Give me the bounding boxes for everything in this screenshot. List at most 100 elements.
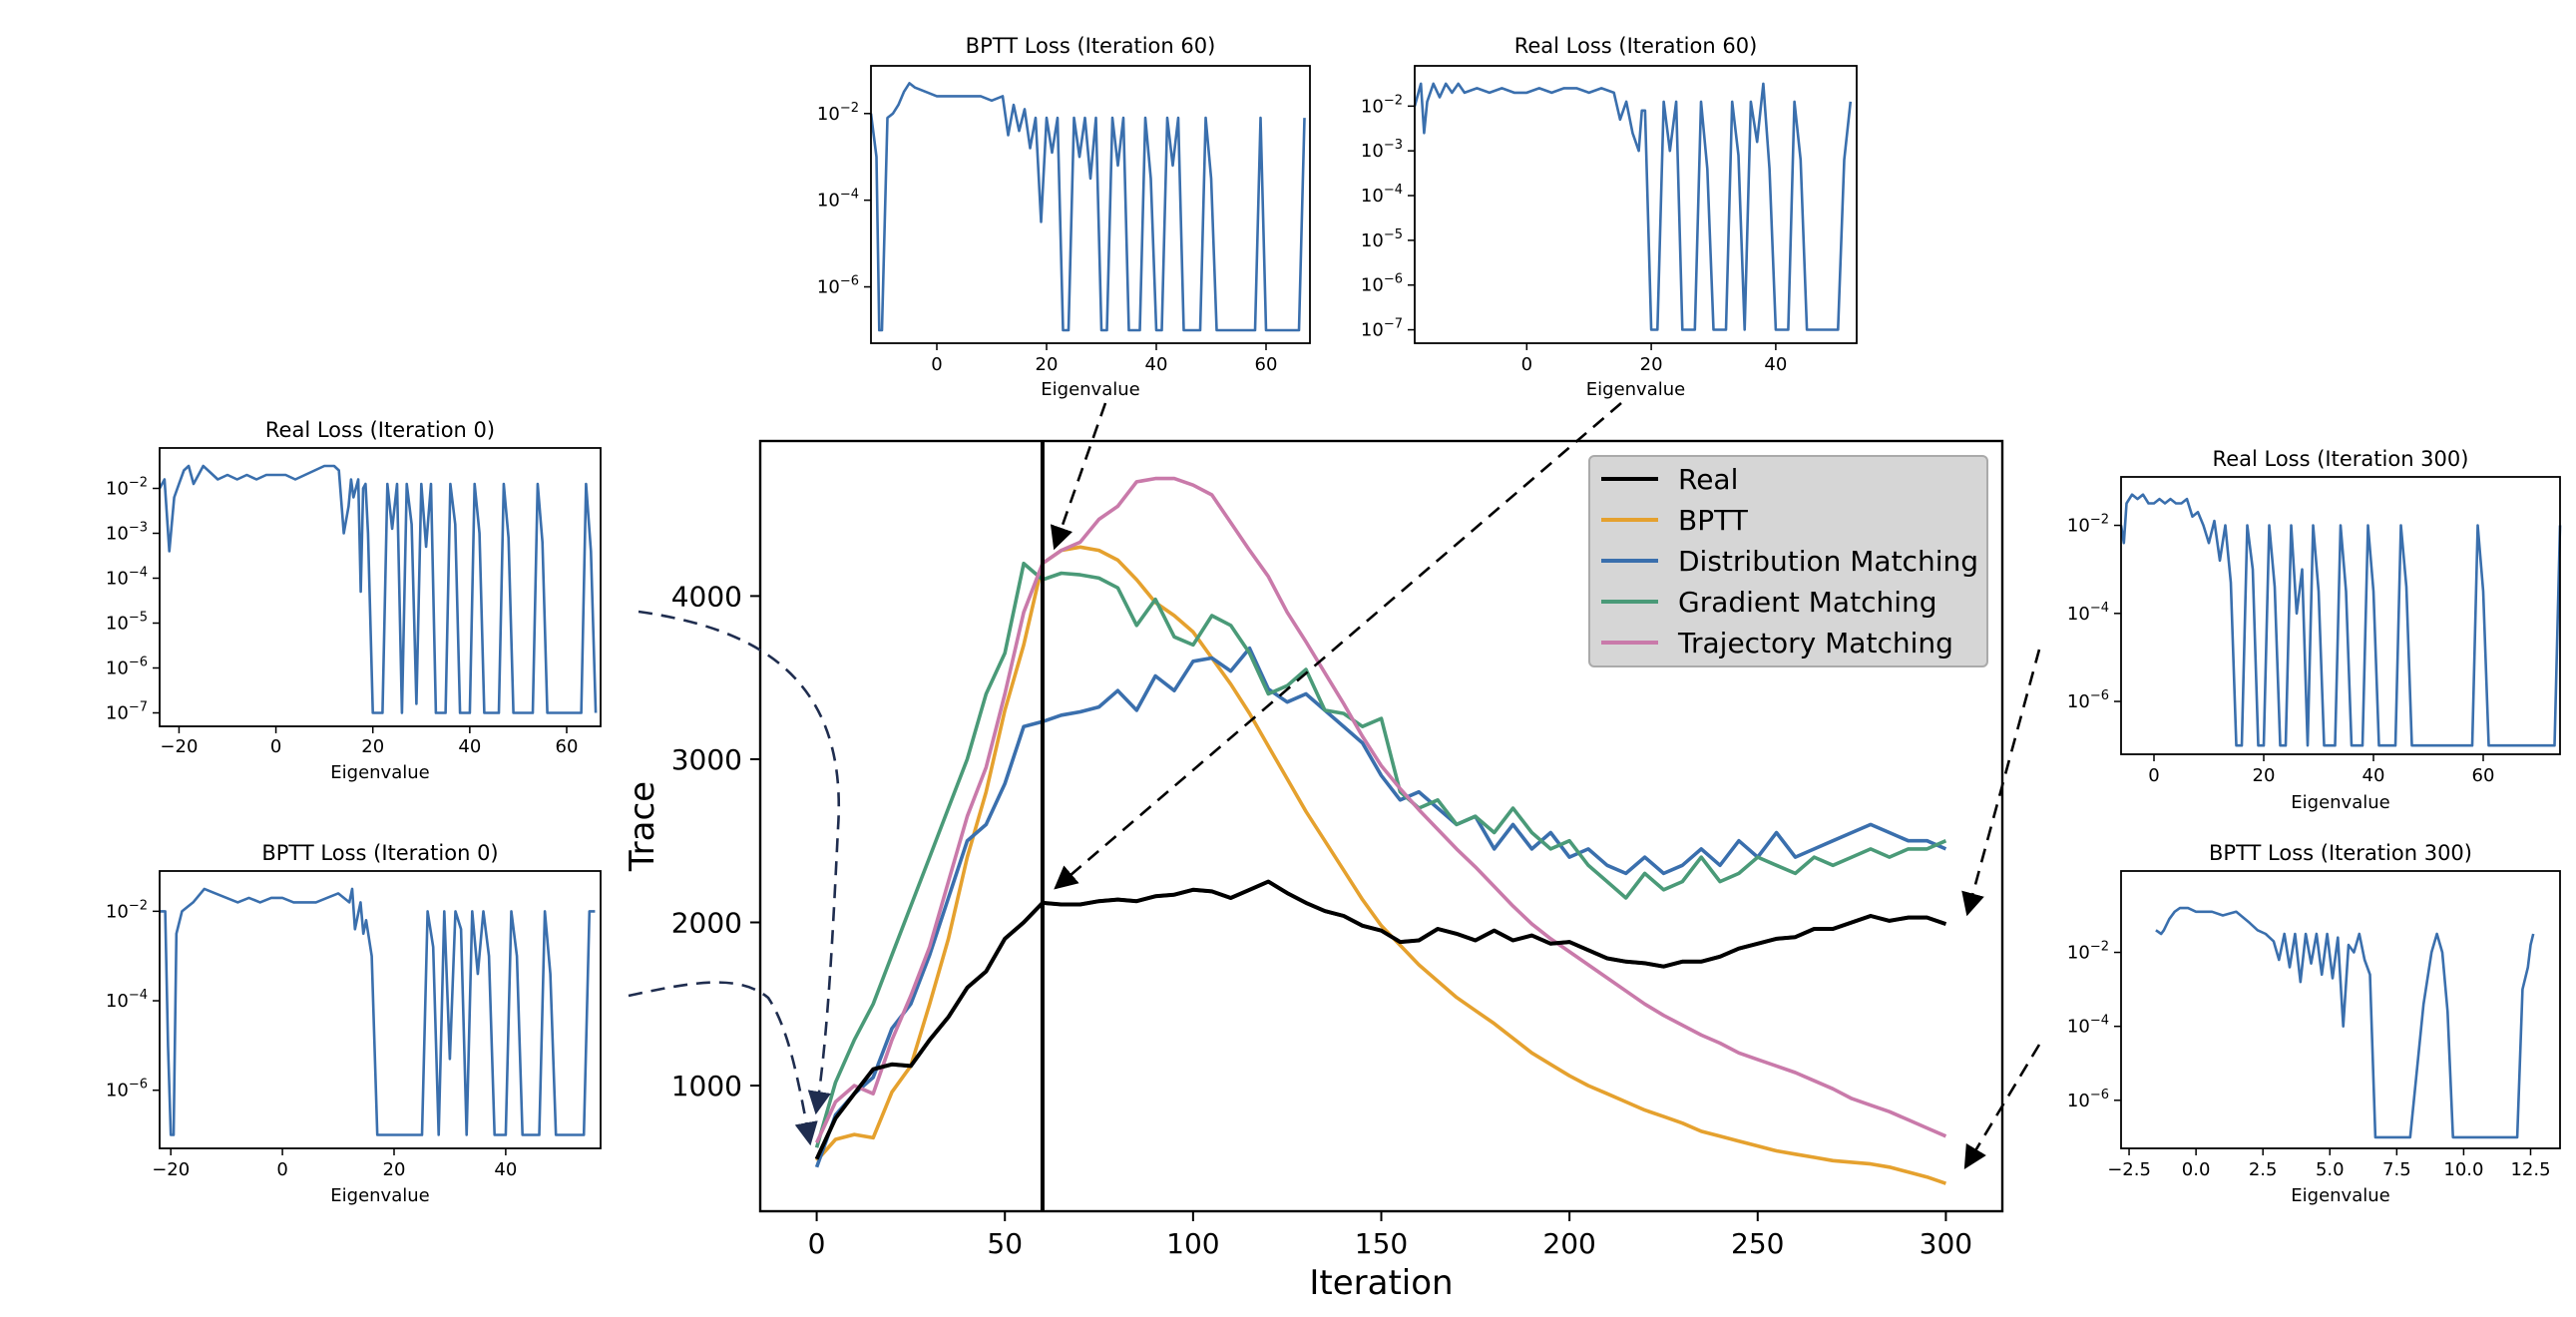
tick-exponent: −4 [840,188,859,203]
legend-label: Gradient Matching [1678,586,1937,619]
inset-y-tick-label: 10−6 [106,656,148,679]
inset-x-tick-label: 20 [1036,354,1059,375]
inset-x-label: Eigenvalue [2291,792,2389,813]
x-tick-label: 50 [987,1227,1023,1260]
x-tick-label: 100 [1166,1227,1219,1260]
inset-y-tick-label: 10−2 [1361,93,1403,117]
inset-x-tick-label: 0 [1521,354,1532,375]
x-tick-label: 0 [808,1227,826,1260]
tick-exponent: −4 [129,566,148,581]
y-axis-title: Trace [623,781,662,872]
inset-line [869,82,1306,332]
tick-base: 10 [106,614,129,635]
inset-x-tick-label: 0 [270,736,281,757]
tick-exponent: −4 [1384,183,1403,198]
inset-y-tick-label: 10−6 [2067,1088,2109,1111]
tick-exponent: −6 [1384,272,1403,287]
inset-title: Real Loss (Iteration 60) [1514,34,1758,58]
inset-frame [870,65,1311,344]
inset-x-tick-label: 40 [2362,765,2385,786]
y-tick-label: 2000 [671,907,742,940]
legend-label: Trajectory Matching [1677,627,1953,659]
annotation-arrows [628,402,2041,1170]
tick-exponent: −7 [129,700,148,715]
inset-y-tick-label: 10−4 [2067,601,2109,625]
legend-label: BPTT [1678,504,1749,537]
tick-base: 10 [106,524,129,545]
inset-y-tick-label: 10−3 [1361,138,1403,162]
tick-exponent: −2 [129,898,148,913]
inset-line [2119,493,2562,747]
tick-exponent: −2 [129,476,148,491]
inset-charts: Real Loss (Iteration 0)Eigenvalue−20 0 20 4… [106,34,2562,1206]
inset-frame [2120,870,2561,1149]
inset-y-tick-label: 10−7 [1361,317,1403,341]
tick-base: 10 [106,1081,129,1101]
inset-y-tick-label: 10−4 [2067,1014,2109,1038]
x-tick-label: 250 [1731,1227,1784,1260]
tick-exponent: −3 [1384,138,1403,153]
tick-exponent: −5 [1384,227,1403,242]
inset-x-tick-label: 2.5 [2249,1159,2278,1180]
tick-exponent: −2 [1384,93,1403,108]
tick-exponent: −4 [2090,601,2109,616]
legend: Real BPTT Distribution Matching Gradient Ma… [1588,455,1988,667]
tick-exponent: −2 [2090,940,2109,955]
series-line-gradient-matching [814,561,1947,1148]
inset-y-tick-label: 10−5 [1361,227,1403,251]
x-axis-title: Iteration [1309,1263,1453,1303]
inset-y-tick-label: 10−2 [2067,940,2109,964]
tick-base: 10 [106,479,129,500]
inset-x-tick-label: 0.0 [2182,1159,2211,1180]
tick-base: 10 [1361,320,1384,341]
tick-exponent: −4 [129,988,148,1003]
inset-x-tick-label: 0 [2148,765,2159,786]
tick-base: 10 [2067,1091,2090,1111]
inset-title: Real Loss (Iteration 300) [2213,447,2469,471]
tick-exponent: −4 [2090,1014,2109,1029]
tick-base: 10 [1361,96,1384,117]
inset-x-tick-label: 10.0 [2443,1159,2483,1180]
inset-x-tick-label: 7.5 [2382,1159,2411,1180]
inset-y-tick-label: 10−7 [106,700,148,724]
inset-x-tick-label: −20 [152,1159,190,1180]
arrow-real0-to-chart [638,610,841,1115]
inset-x-tick-label: 20 [1640,354,1663,375]
tick-base: 10 [106,569,129,590]
tick-base: 10 [2067,604,2090,625]
inset-x-label: Eigenvalue [1586,379,1685,400]
tick-base: 10 [817,277,840,298]
series-line-trajectory-matching [814,476,1947,1144]
tick-exponent: −5 [129,611,148,626]
inset-line [158,464,598,714]
inset-x-tick-label: 12.5 [2510,1159,2550,1180]
inset-frame [159,447,602,727]
inset-title: BPTT Loss (Iteration 300) [2209,841,2472,865]
y-tick-label: 4000 [671,580,742,613]
inset-x-tick-label: 0 [276,1159,287,1180]
tick-base: 10 [2067,1017,2090,1038]
tick-base: 10 [1361,230,1384,251]
inset-y-tick-label: 10−4 [106,566,148,590]
inset-frame [159,870,602,1149]
tick-base: 10 [106,991,129,1012]
inset-x-tick-label: 20 [383,1159,406,1180]
series-line-bptt [815,545,1946,1185]
x-tick-label: 300 [1920,1227,1972,1260]
inset-real300: Real Loss (Iteration 300) Eigenvalue 0 20 40… [2067,447,2562,813]
tick-exponent: −2 [2090,513,2109,528]
series-line-distribution-matching [814,646,1947,1168]
inset-frame [2120,476,2561,755]
tick-base: 10 [817,104,840,125]
tick-exponent: −6 [129,656,148,670]
inset-frame [1414,65,1858,344]
inset-line [1413,82,1853,331]
inset-real60: Real Loss (Iteration 60) Eigenvalue 0 20 40 1… [1361,34,1858,400]
inset-y-tick-label: 10−3 [106,521,148,545]
inset-x-label: Eigenvalue [330,1185,429,1206]
inset-y-tick-label: 10−6 [817,274,859,298]
inset-y-tick-label: 10−5 [106,611,148,635]
tick-exponent: −6 [2090,1088,2109,1102]
inset-x-tick-label: 60 [556,736,579,757]
tick-exponent: −2 [840,101,859,116]
